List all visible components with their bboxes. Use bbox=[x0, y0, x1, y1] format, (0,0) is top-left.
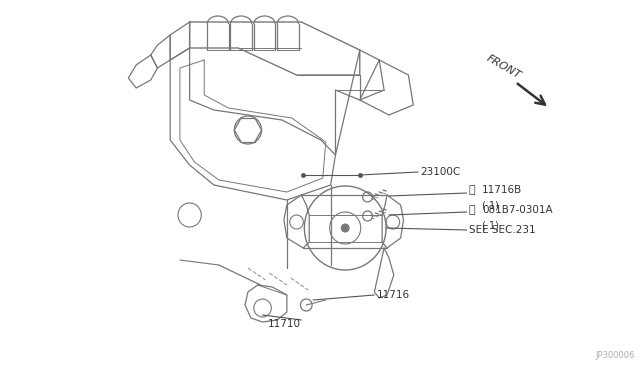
Circle shape bbox=[341, 224, 349, 232]
Text: Ⓑ: Ⓑ bbox=[468, 205, 476, 215]
Text: 11710: 11710 bbox=[268, 319, 300, 329]
Text: 081B7-0301A: 081B7-0301A bbox=[483, 205, 553, 215]
Text: JP300006: JP300006 bbox=[595, 352, 634, 360]
Text: ( 1): ( 1) bbox=[483, 220, 499, 230]
Text: 11716: 11716 bbox=[378, 290, 410, 300]
Text: 23100C: 23100C bbox=[420, 167, 460, 177]
Text: Ⓢ: Ⓢ bbox=[468, 185, 476, 195]
Text: ( 1): ( 1) bbox=[483, 200, 499, 210]
Text: SEE SEC.231: SEE SEC.231 bbox=[468, 225, 535, 235]
Text: 11716B: 11716B bbox=[483, 185, 522, 195]
Text: FRONT: FRONT bbox=[484, 53, 522, 81]
